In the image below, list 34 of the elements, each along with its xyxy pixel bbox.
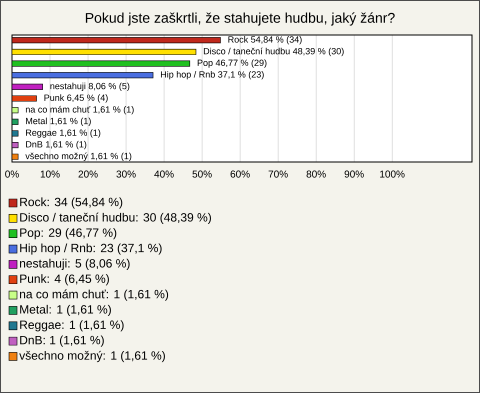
text: DnB: 1 (1,61 %) bbox=[20, 336, 104, 347]
x-tick-label: 50% bbox=[192, 170, 212, 178]
text: Metal: 1 (1,61 %) bbox=[20, 304, 111, 316]
data-label: nestahuji 8,06 % (5) bbox=[50, 82, 130, 92]
data-label: na co mám chuť 1,61 % (1) bbox=[26, 106, 134, 114]
data-label: Pop 46,77 % (29) bbox=[198, 59, 266, 68]
text: Hip hop / Rnb: 23 (37,1 %) bbox=[20, 243, 162, 255]
data-label: Punk 6,45 % (4) bbox=[44, 94, 108, 103]
text: Punk: 4 (6,45 %) bbox=[20, 274, 109, 286]
text: na co mám chuť: 1 (1,61 %) bbox=[20, 289, 168, 301]
x-tick-label: 60% bbox=[230, 170, 250, 178]
data-label: Metal 1,61 % (1) bbox=[26, 118, 91, 126]
text: Reggae: 1 (1,61 %) bbox=[20, 320, 124, 332]
x-tick-label: 20% bbox=[78, 170, 98, 178]
text: nestahuji: 5 (8,06 %) bbox=[20, 258, 130, 270]
x-tick-label: 40% bbox=[154, 170, 174, 178]
text: všechno možný: 1 (1,61 %) bbox=[19, 350, 165, 362]
text: Rock: 34 (54,84 %) bbox=[20, 197, 122, 209]
x-tick-label: 70% bbox=[268, 170, 288, 178]
text: Disco / taneční hudbu: 30 (48,39 %) bbox=[20, 212, 211, 224]
x-tick-label: 90% bbox=[344, 170, 364, 178]
x-tick-label: 100% bbox=[380, 170, 405, 178]
x-tick-label: 30% bbox=[116, 170, 136, 178]
data-label: Disco / taneční hudbu 48,39 % (30) bbox=[204, 48, 344, 56]
data-label: Reggae 1,61 % (1) bbox=[26, 129, 100, 138]
chart-title: Pokud jste zaškrtli, že stahujete hudbu, jaký žánr? bbox=[86, 12, 395, 26]
data-label: DnB 1,61 % (1) bbox=[26, 140, 86, 150]
x-tick-label: 80% bbox=[306, 170, 326, 178]
x-tick-label: 0% bbox=[5, 170, 19, 178]
data-label: Rock 54,84 % (34) bbox=[228, 36, 302, 44]
data-label: Hip hop / Rnb 37,1 % (23) bbox=[160, 70, 264, 80]
data-label: všechno možný 1,61 % (1) bbox=[25, 152, 132, 161]
x-tick-label: 10% bbox=[40, 170, 60, 178]
text: Pop: 29 (46,77 %) bbox=[20, 228, 116, 240]
